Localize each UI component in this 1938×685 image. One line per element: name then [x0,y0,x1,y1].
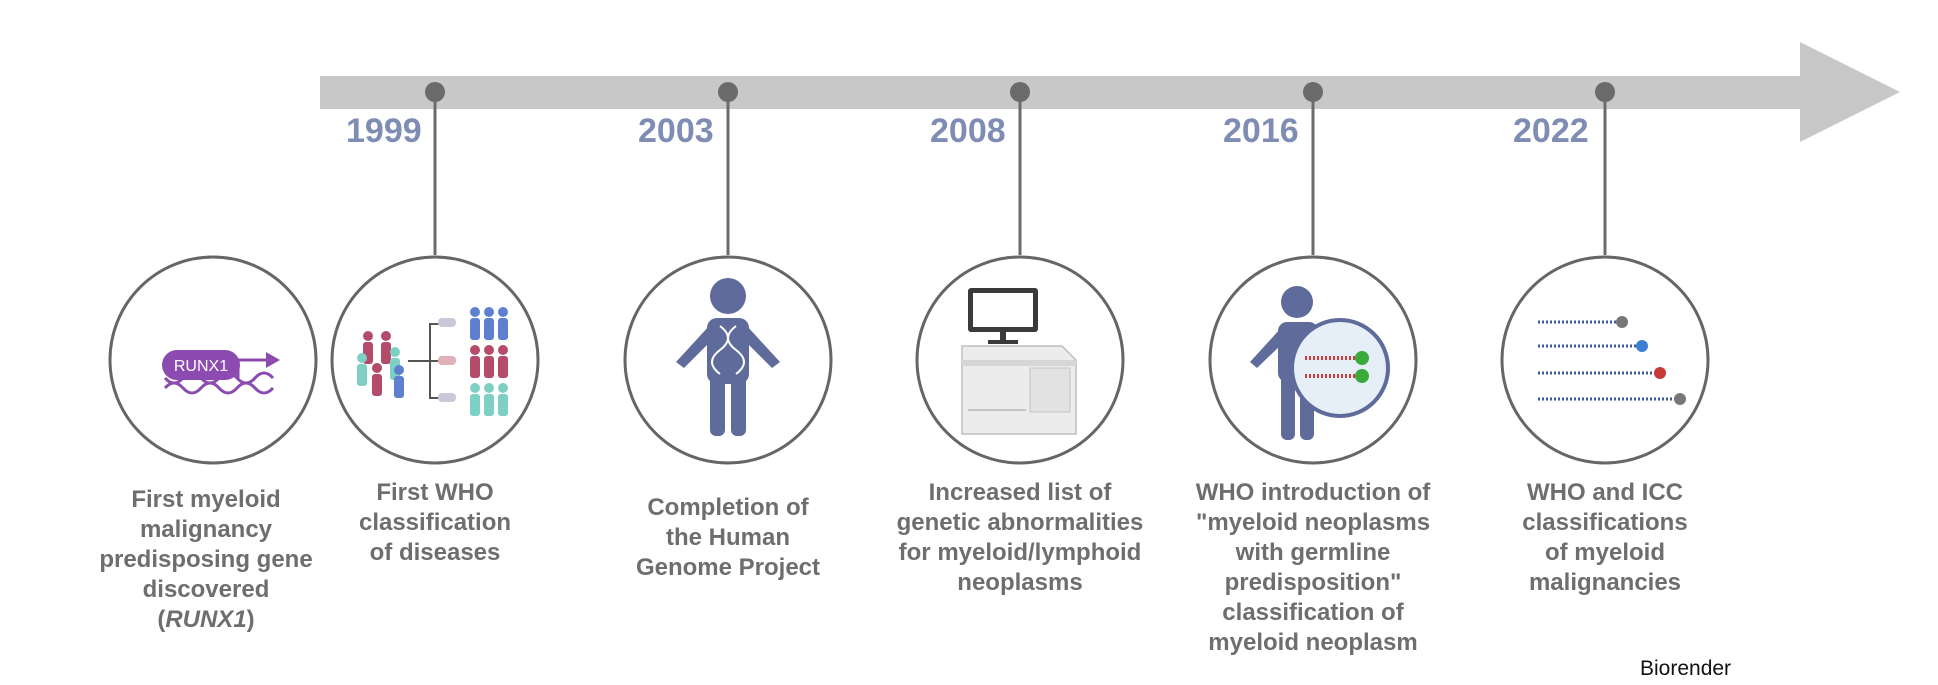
label-line: with germline [1235,539,1391,566]
sequencer-icon [961,288,1077,435]
label-line: First WHO [376,479,494,506]
label-line: WHO and ICC [1527,479,1683,506]
label-line: the Human [665,524,790,551]
label-1999: First WHO classification of diseases [305,478,565,568]
milestone-marker-2003 [718,82,738,255]
label-line-gene: (RUNX1) [157,606,255,633]
year-2016: 2016 [1223,112,1299,150]
label-line: WHO introduction of [1195,479,1431,506]
label-line: Increased list of [928,479,1112,506]
timeline-arrow [320,42,1900,142]
label-line: discovered [142,576,270,603]
circle-frame-2022 [1500,255,1710,465]
label-2016: WHO introduction of "myeloid neoplasms w… [1173,478,1453,658]
gene-icon-text: RUNX1 [174,358,228,375]
label-line: malignancies [1528,569,1682,596]
patient-stratification-icon [357,307,508,416]
milestone-marker-1999 [425,82,445,255]
dna-strands-icon [1538,316,1686,405]
milestone-marker-2008 [1010,82,1030,255]
milestone-marker-2016 [1303,82,1323,255]
label-line: Genome Project [635,554,821,581]
label-line: classification [358,509,512,536]
biorender-credit: Biorender [1640,657,1732,680]
label-line: classification of [1222,599,1404,626]
label-line: classifications [1522,509,1688,536]
label-2008: Increased list of genetic abnormalities … [880,478,1160,598]
label-first-gene: First myeloid malignancy predisposing ge… [76,485,336,635]
year-2022: 2022 [1513,112,1589,150]
label-2022: WHO and ICC classifications of myeloid m… [1475,478,1735,598]
label-line: of myeloid [1544,539,1665,566]
label-line: predisposition" [1224,569,1402,596]
label-2003: Completion of the Human Genome Project [598,493,858,583]
label-line: myeloid neoplasm [1208,629,1418,656]
label-line: neoplasms [957,569,1083,596]
label-line: Completion of [647,494,809,521]
label-line: First myeloid [131,486,281,513]
label-line: malignancy [139,516,273,543]
gene-promoter-icon: RUNX1 [162,350,280,395]
germline-person-icon [1250,286,1390,440]
label-line: genetic abnormalities [896,509,1144,536]
label-line: predisposing gene [99,546,313,573]
gene-name: RUNX1 [165,606,247,633]
year-1999: 1999 [346,112,422,150]
milestone-marker-2022 [1595,82,1615,255]
year-2003: 2003 [638,112,714,150]
label-line: for myeloid/lymphoid [898,539,1142,566]
label-line: of diseases [369,539,501,566]
human-dna-icon [676,278,780,436]
label-line: "myeloid neoplasms [1195,509,1431,536]
year-2008: 2008 [930,112,1006,150]
